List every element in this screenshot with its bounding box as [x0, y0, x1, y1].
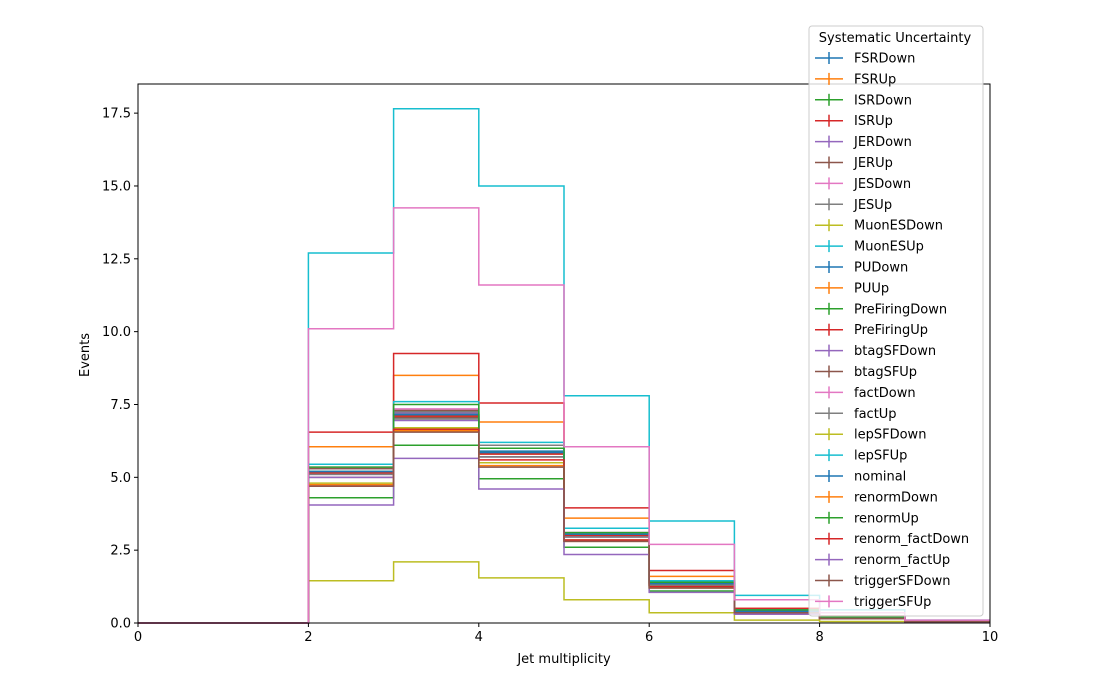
- legend-label: lepSFDown: [854, 428, 926, 443]
- legend-box: [808, 25, 984, 617]
- legend-label: triggerSFUp: [854, 595, 931, 610]
- y-axis-ticks: 0.0 2.5 5.0 7.5 10.0 12.5 15.0 17.5: [102, 107, 138, 632]
- legend-item-renorm_factUp: renorm_factUp: [815, 553, 950, 568]
- legend-item-JESDown: JESDown: [815, 177, 911, 192]
- legend-item-btagSFDown: btagSFDown: [815, 344, 936, 359]
- legend-label: FSRUp: [854, 72, 896, 87]
- legend-item-ISRDown: ISRDown: [815, 93, 912, 108]
- plot-frame: [137, 83, 991, 624]
- y-tick-label: 17.5: [102, 107, 131, 122]
- legend-item-nominal: nominal: [815, 470, 906, 485]
- legend-label: FSRDown: [854, 52, 915, 67]
- legend-label: PUUp: [854, 281, 889, 296]
- x-tick-label: 2: [304, 630, 312, 645]
- legend-label: JESDown: [853, 177, 911, 192]
- legend-items: FSRDown FSRUp ISRDown ISRUp JERDown JERUp JESD…: [815, 52, 969, 610]
- x-axis-label: Jet multiplicity: [516, 652, 611, 667]
- legend-item-JERUp: JERUp: [815, 156, 893, 171]
- legend-item-lepSFDown: lepSFDown: [815, 428, 926, 443]
- y-tick-label: 12.5: [102, 252, 131, 267]
- legend-item-JESUp: JESUp: [815, 198, 892, 213]
- y-tick-label: 7.5: [110, 398, 131, 413]
- plot-lines: [138, 108, 990, 624]
- x-tick-label: 8: [815, 630, 823, 645]
- legend-item-btagSFUp: btagSFUp: [815, 365, 917, 380]
- y-tick-label: 10.0: [102, 325, 131, 340]
- legend-label: btagSFUp: [854, 365, 917, 380]
- legend-label: factDown: [854, 386, 916, 401]
- legend-item-lepSFUp: lepSFUp: [815, 449, 907, 464]
- legend-item-ISRUp: ISRUp: [815, 114, 893, 129]
- legend-title: Systematic Uncertainty: [819, 31, 972, 46]
- legend-item-JERDown: JERDown: [815, 135, 912, 150]
- legend-label: ISRUp: [854, 114, 893, 129]
- legend-label: JERUp: [853, 156, 893, 171]
- legend-label: factUp: [854, 407, 897, 422]
- x-tick-label: 10: [982, 630, 999, 645]
- legend-label: renormUp: [854, 511, 919, 526]
- y-tick-label: 5.0: [110, 471, 131, 486]
- x-axis-ticks: 0 2 4 6 8 10: [134, 623, 998, 645]
- legend-label: ISRDown: [854, 93, 912, 108]
- legend-item-MuonESUp: MuonESUp: [815, 240, 924, 255]
- legend-label: btagSFDown: [854, 344, 936, 359]
- legend-label: renorm_factDown: [854, 532, 969, 547]
- x-tick-label: 4: [475, 630, 483, 645]
- y-tick-label: 2.5: [110, 544, 131, 559]
- legend-label: PreFiringDown: [854, 302, 947, 317]
- legend-label: JESUp: [853, 198, 892, 213]
- legend-item-PreFiringUp: PreFiringUp: [815, 323, 928, 338]
- legend-item-renorm_factDown: renorm_factDown: [815, 532, 969, 547]
- legend-item-FSRDown: FSRDown: [815, 52, 915, 67]
- legend-item-triggerSFDown: triggerSFDown: [815, 574, 950, 589]
- legend-label: MuonESUp: [854, 240, 924, 255]
- legend-label: PreFiringUp: [854, 323, 928, 338]
- legend: Systematic Uncertainty FSRDown FSRUp ISRDo…: [808, 25, 984, 617]
- y-axis-label: Events: [78, 333, 93, 377]
- legend-label: nominal: [854, 470, 906, 485]
- legend-item-factDown: factDown: [815, 386, 916, 401]
- legend-item-MuonESDown: MuonESDown: [815, 219, 943, 234]
- legend-label: renorm_factUp: [854, 553, 950, 568]
- legend-label: MuonESDown: [854, 219, 943, 234]
- legend-item-FSRUp: FSRUp: [815, 72, 896, 87]
- legend-item-renormUp: renormUp: [815, 511, 919, 526]
- legend-label: PUDown: [854, 261, 908, 276]
- y-tick-label: 15.0: [102, 179, 131, 194]
- legend-label: JERDown: [853, 135, 912, 150]
- legend-label: triggerSFDown: [854, 574, 950, 589]
- legend-item-triggerSFUp: triggerSFUp: [815, 595, 931, 610]
- x-tick-label: 6: [645, 630, 653, 645]
- legend-item-PUUp: PUUp: [815, 281, 889, 296]
- legend-item-PUDown: PUDown: [815, 261, 908, 276]
- legend-item-factUp: factUp: [815, 407, 897, 422]
- legend-item-PreFiringDown: PreFiringDown: [815, 302, 947, 317]
- legend-label: lepSFUp: [854, 449, 907, 464]
- legend-label: renormDown: [854, 490, 938, 505]
- x-tick-label: 0: [134, 630, 142, 645]
- legend-item-renormDown: renormDown: [815, 490, 938, 505]
- y-tick-label: 0.0: [110, 617, 131, 632]
